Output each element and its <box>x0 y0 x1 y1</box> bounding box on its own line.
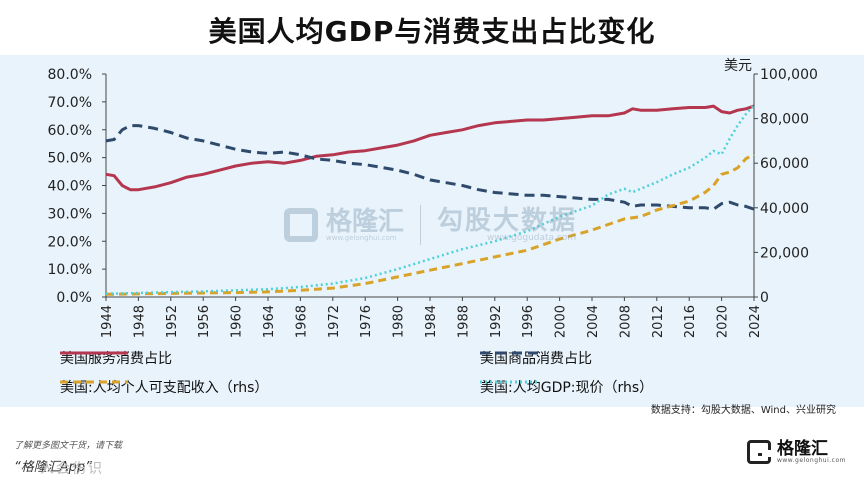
legend-label-income: 美国:人均个人可支配收入（rhs） <box>60 380 269 396</box>
x-tick-label: 1968 <box>294 305 309 338</box>
x-tick-label: 2020 <box>716 305 731 338</box>
x-tick-label: 2000 <box>554 305 569 338</box>
y-tick-label-left: 60.0% <box>48 123 92 139</box>
legend-swatch-goods <box>480 351 538 355</box>
series-line-income <box>105 152 755 296</box>
logo-name: 格隆汇 <box>776 438 828 459</box>
x-tick-label: 1972 <box>327 305 342 338</box>
watermark-brand-url: www.gelonghui.com <box>326 233 397 242</box>
x-tick-label: 1980 <box>392 305 407 338</box>
y-tick-label-left: 50.0% <box>48 151 92 167</box>
x-tick-label: 1988 <box>456 305 471 338</box>
legend-item-services: 美国服务消费占比 <box>60 348 172 368</box>
legend-item-gdp: 美国:人均GDP:现价（rhs） <box>480 377 653 397</box>
series-line-goods <box>105 124 755 211</box>
y-tick-label-right: 100,000 <box>760 67 818 83</box>
watermark: 格隆汇 www.gelonghui.com 勾股大数据 www.gogudata… <box>284 205 577 245</box>
x-tick-label: 1960 <box>230 305 245 338</box>
legend-swatch-income <box>60 380 128 384</box>
source-note: 数据支持：勾股大数据、Wind、兴业研究 <box>650 405 836 416</box>
legend-label-services: 美国服务消费占比 <box>60 351 172 367</box>
footer-app-name: “格隆汇App” <box>14 460 92 475</box>
x-tick-label: 1952 <box>165 305 180 338</box>
watermark-brand: 格隆汇 <box>326 206 405 237</box>
footer-faint-brand: 人会伤识 <box>40 461 104 477</box>
legend-label-gdp: 美国:人均GDP:现价（rhs） <box>480 380 654 396</box>
x-tick-label: 1976 <box>359 305 374 338</box>
y-axis-right-unit: 美元 <box>724 58 752 74</box>
logo-url: www.gelonghui.com <box>776 456 846 464</box>
y-tick-label-left: 0.0% <box>56 290 92 306</box>
y-tick-label-right: 40,000 <box>760 201 809 217</box>
x-tick-label: 1944 <box>100 305 115 338</box>
x-tick-label: 1964 <box>262 305 277 338</box>
watermark-logo-icon <box>284 208 318 242</box>
line-chart: 0.0% 10.0% 20.0% 30.0% 40.0% 50.0% 60.0% 70.0% 8… <box>48 58 818 338</box>
y-tick-label-right: 60,000 <box>760 156 809 172</box>
legend-item-income: 美国:人均个人可支配收入（rhs） <box>60 377 268 397</box>
y-tick-label-left: 20.0% <box>48 234 92 250</box>
y-tick-label-left: 70.0% <box>48 95 92 111</box>
watermark-partner-url: www.gogudata.com <box>487 232 577 243</box>
y-tick-label-right: 80,000 <box>760 112 809 128</box>
x-tick-label: 1948 <box>132 305 147 338</box>
logo-icon <box>746 440 771 464</box>
chart-legend: 美国服务消费占比 美国商品消费占比 美国:人均个人可支配收入（rhs） 美国:人… <box>0 55 864 407</box>
y-tick-label-right: 0 <box>760 290 769 306</box>
chart-area: 0.0% 10.0% 20.0% 30.0% 40.0% 50.0% 60.0% 70.0% 8… <box>0 55 864 416</box>
x-tick-label: 2016 <box>683 305 698 338</box>
chart-title: 美国人均GDP与消费支出占比变化 <box>208 15 656 48</box>
brand-logo: 格隆汇 www.gelonghui.com <box>746 438 846 464</box>
x-tick-label: 2008 <box>618 305 633 338</box>
series-line-services <box>105 104 755 192</box>
footer-hint: 了解更多图文干货，请下载 <box>14 441 123 451</box>
x-tick-label: 2012 <box>651 305 666 338</box>
watermark-partner: 勾股大数据 <box>437 205 578 236</box>
y-tick-label-left: 80.0% <box>48 67 92 83</box>
y-tick-label-left: 10.0% <box>48 262 92 278</box>
x-tick-label: 2004 <box>586 305 601 338</box>
legend-label-goods: 美国商品消费占比 <box>480 351 592 367</box>
legend-swatch-services <box>60 351 128 355</box>
legend-item-goods: 美国商品消费占比 <box>480 348 592 368</box>
legend-swatch-gdp <box>480 380 538 384</box>
x-tick-label: 1984 <box>424 305 439 338</box>
y-tick-label-left: 40.0% <box>48 179 92 195</box>
x-tick-label: 1956 <box>197 305 212 338</box>
y-tick-label-left: 30.0% <box>48 206 92 222</box>
y-tick-label-right: 20,000 <box>760 245 809 261</box>
x-tick-label: 1992 <box>489 305 504 338</box>
series-line-gdp <box>105 104 755 295</box>
x-tick-label: 2024 <box>748 305 763 338</box>
x-tick-label: 1996 <box>521 305 536 338</box>
